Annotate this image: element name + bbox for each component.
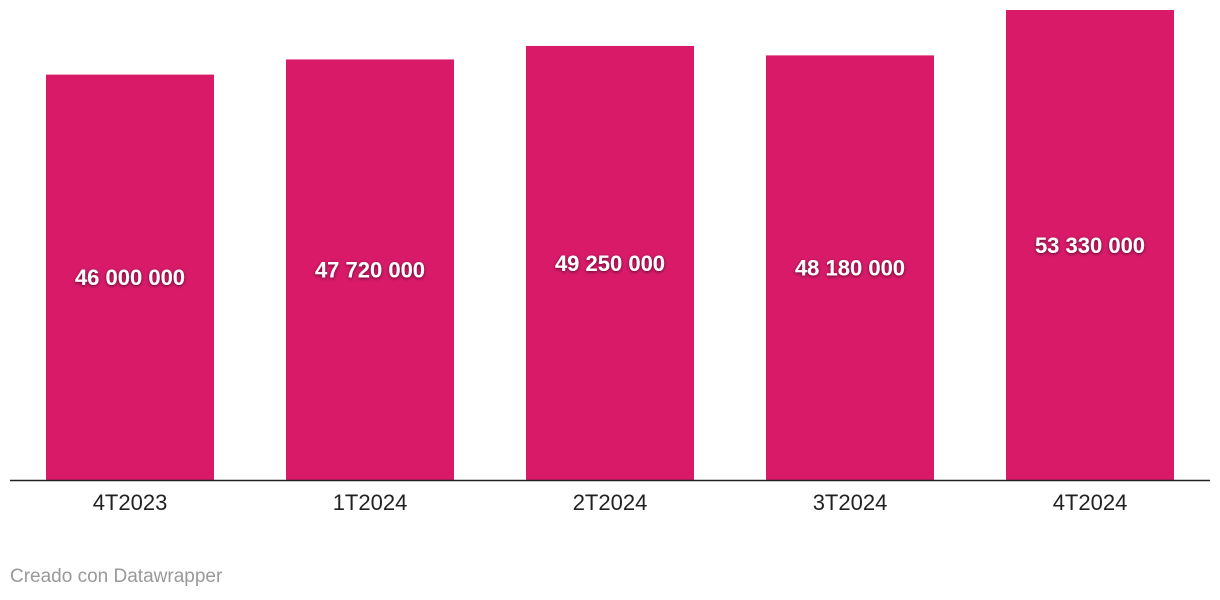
x-tick-label: 4T2024 — [1053, 490, 1128, 515]
bar — [1006, 10, 1174, 480]
value-label: 48 180 000 — [795, 256, 905, 281]
value-label: 49 250 000 — [555, 251, 665, 276]
bar — [766, 55, 934, 481]
bar — [46, 74, 214, 480]
value-label: 46 000 000 — [75, 265, 185, 290]
bar — [286, 59, 454, 480]
value-label: 53 330 000 — [1035, 233, 1145, 258]
footer: Creado con Datawrapper — [10, 566, 223, 587]
value-label: 47 720 000 — [315, 258, 425, 283]
x-tick-label: 1T2024 — [333, 490, 408, 515]
x-tick-label: 4T2023 — [93, 490, 168, 515]
x-tick-label: 3T2024 — [813, 490, 888, 515]
bar — [526, 45, 694, 481]
x-tick-label: 2T2024 — [573, 490, 648, 515]
